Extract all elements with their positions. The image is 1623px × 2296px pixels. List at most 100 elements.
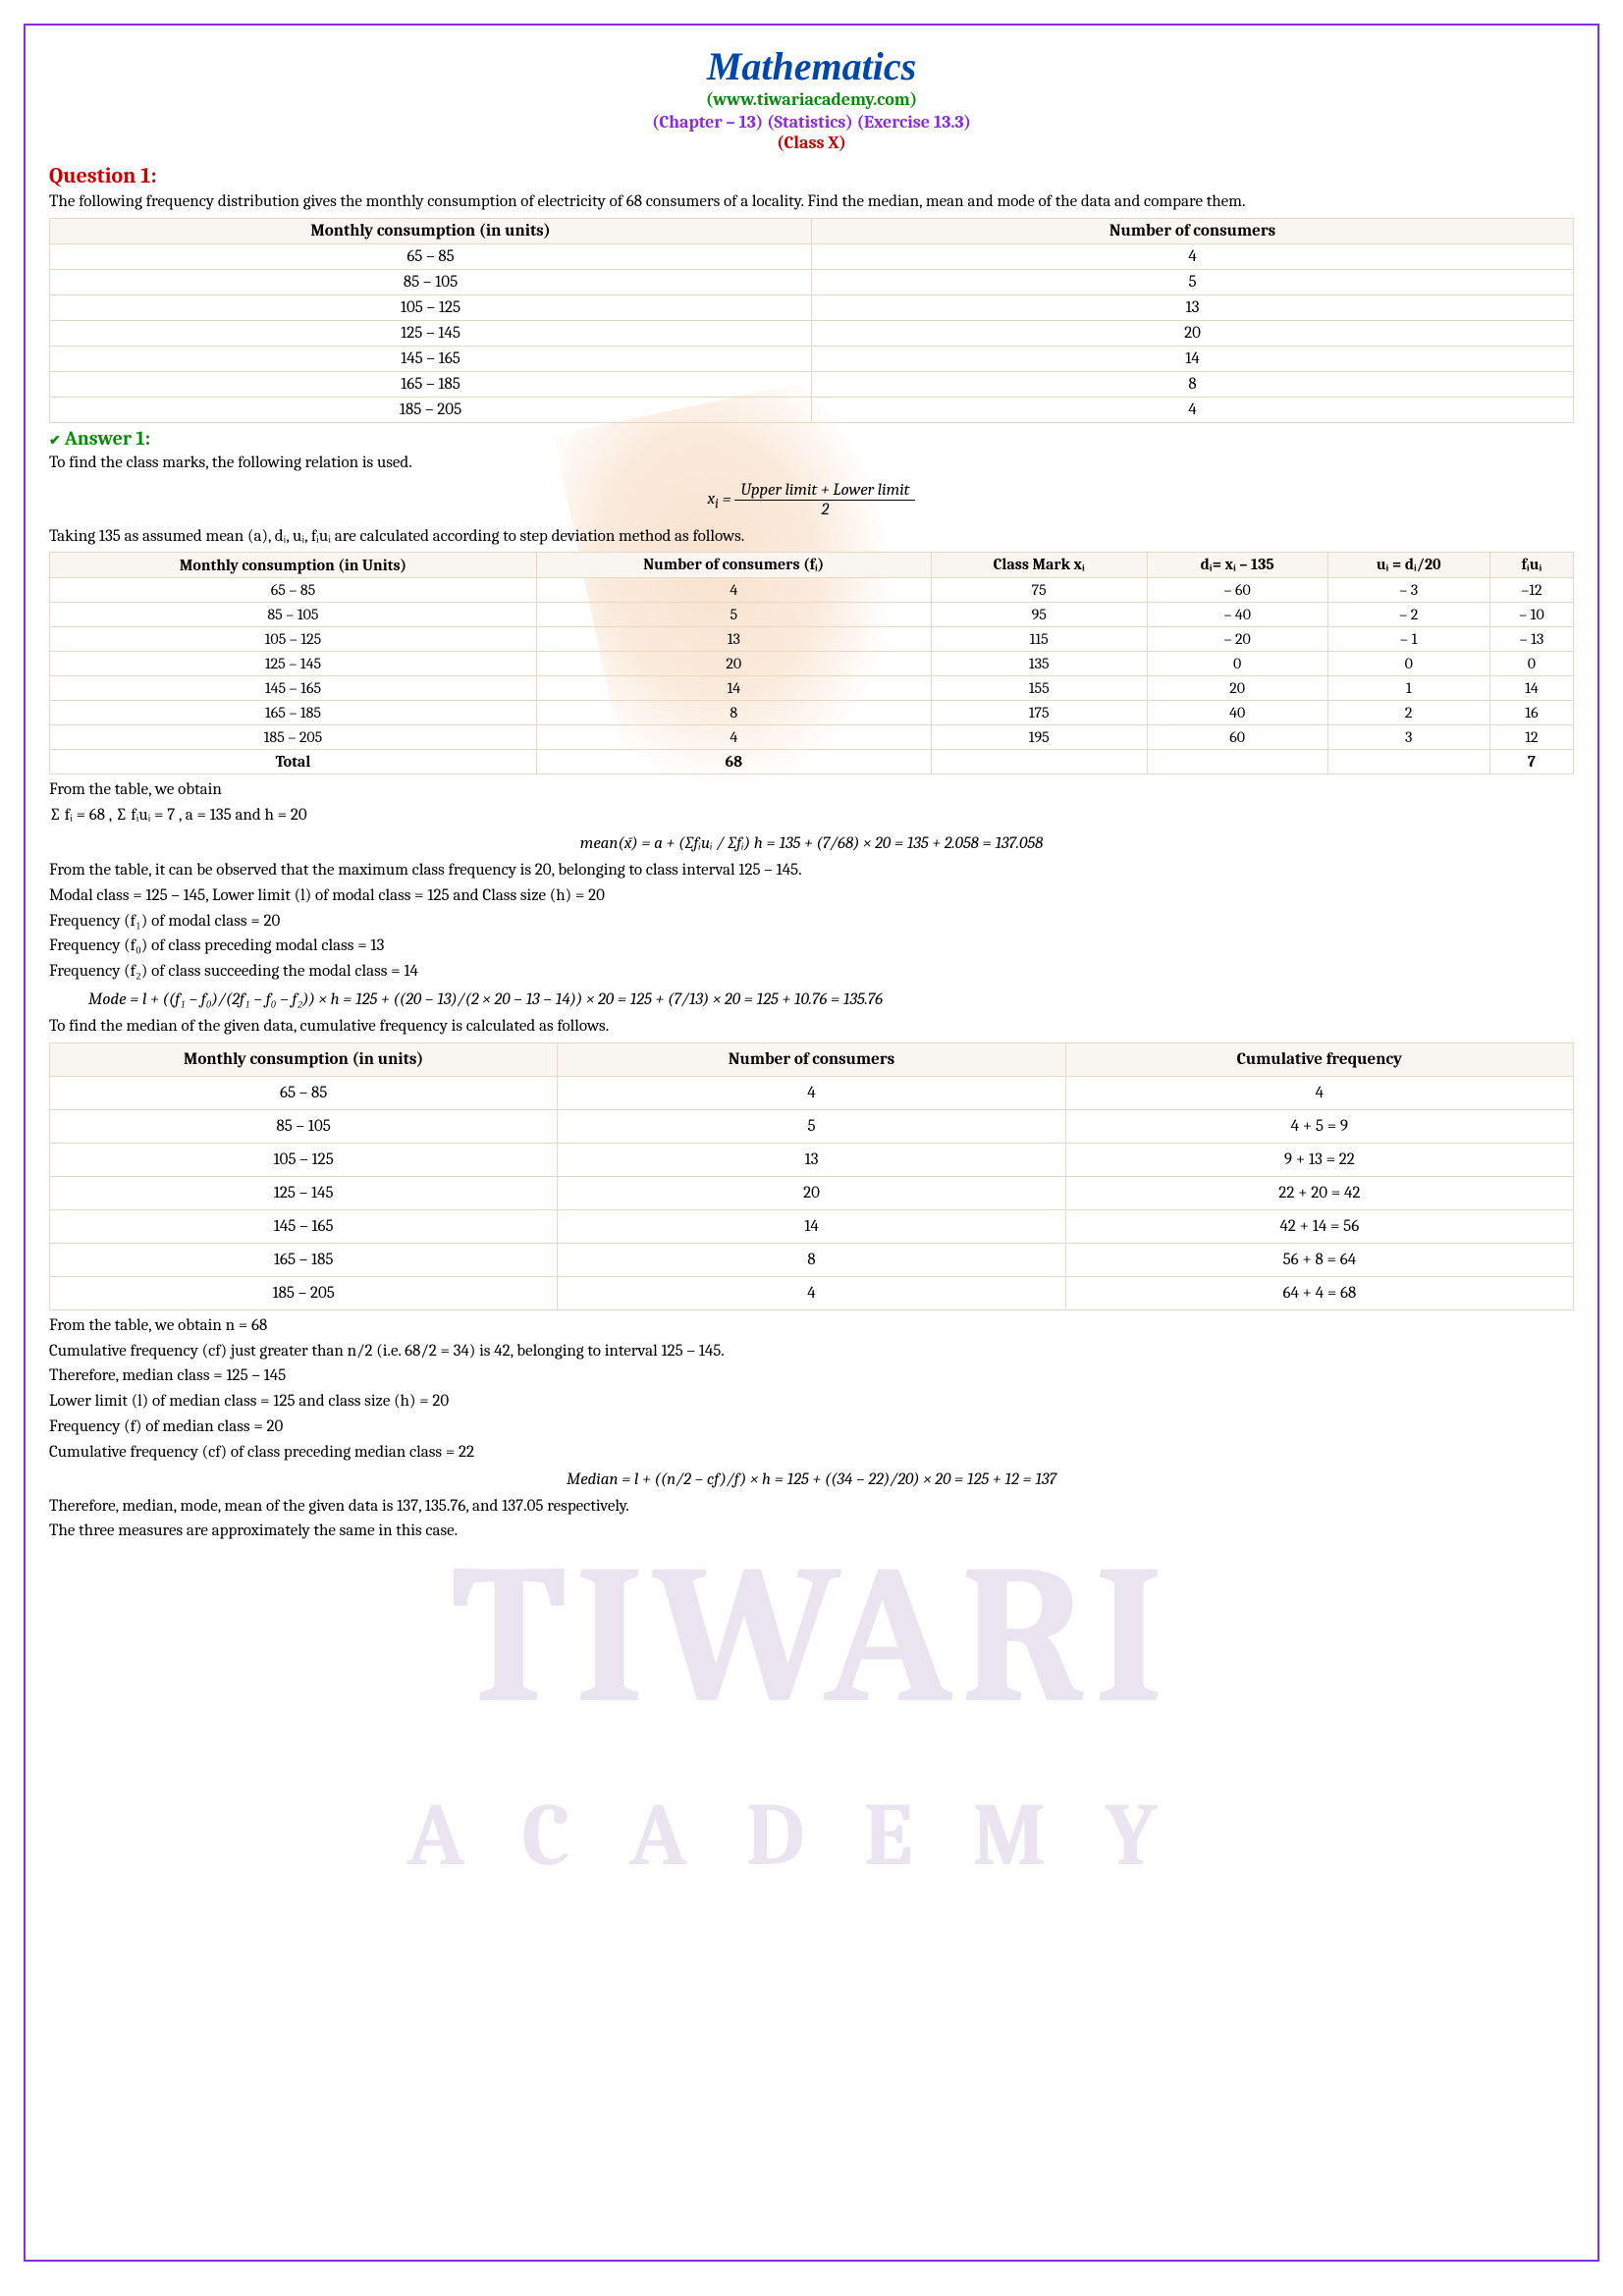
cell: 95: [931, 603, 1147, 627]
total-cell: 68: [536, 750, 931, 774]
cell: 185 – 205: [50, 397, 812, 422]
formula-mode: Mode = l + ((f₁ – f₀)/(2f₁ – f₀ – f₂)) ×…: [49, 989, 1574, 1009]
cell: 5: [812, 269, 1574, 294]
col-header: Monthly consumption (in Units): [50, 553, 537, 578]
cell: 1: [1327, 676, 1489, 701]
cell: 0: [1327, 652, 1489, 676]
cell: 0: [1147, 652, 1327, 676]
cell: 85 – 105: [50, 1109, 558, 1143]
cell: 65 – 85: [50, 1076, 558, 1109]
cell: 16: [1489, 701, 1573, 725]
watermark-sub: ACADEMY: [406, 1785, 1216, 1887]
cell: 125 – 145: [50, 320, 812, 346]
cell: 42 + 14 = 56: [1065, 1209, 1573, 1243]
median-p16: Therefore, median, mode, mean of the giv…: [49, 1495, 1574, 1519]
cell: 105 – 125: [50, 1143, 558, 1176]
page-title: Mathematics: [49, 43, 1574, 89]
calc-p3: From the table, we obtain: [49, 778, 1574, 802]
cell: 125 – 145: [50, 652, 537, 676]
cell: 13: [536, 627, 931, 652]
median-p15: Cumulative frequency (cf) of class prece…: [49, 1441, 1574, 1465]
cell: – 1: [1327, 627, 1489, 652]
col-header: fᵢuᵢ: [1489, 553, 1573, 578]
calc-p8: Frequency (f₂) of class succeeding the m…: [49, 960, 1574, 984]
cell: 13: [558, 1143, 1065, 1176]
watermark-big: TIWARI: [451, 1523, 1171, 1749]
cell: 115: [931, 627, 1147, 652]
cell: 65 – 85: [50, 243, 812, 269]
col-header: Number of consumers: [558, 1042, 1065, 1076]
formula-median: Median = l + ((n/2 – cf)/f) × h = 125 + …: [49, 1470, 1574, 1489]
cell: – 20: [1147, 627, 1327, 652]
cell: 185 – 205: [50, 725, 537, 750]
cell: 14: [812, 346, 1574, 371]
cell: – 60: [1147, 578, 1327, 603]
t1-h1: Monthly consumption (in units): [50, 218, 812, 243]
cell: 8: [536, 701, 931, 725]
table-cumulative: Monthly consumption (in units)Number of …: [49, 1042, 1574, 1310]
cell: 5: [536, 603, 931, 627]
cell: 105 – 125: [50, 294, 812, 320]
cell: 4: [536, 578, 931, 603]
cell: 4: [812, 243, 1574, 269]
cell: 4: [558, 1276, 1065, 1309]
cell: 125 – 145: [50, 1176, 558, 1209]
cell: 165 – 185: [50, 701, 537, 725]
calc-p7: Frequency (f₀) of class preceding modal …: [49, 934, 1574, 958]
formula-classmark: xi = Upper limit + Lower limit 2: [49, 481, 1574, 519]
cell: 4: [536, 725, 931, 750]
cell: 8: [812, 371, 1574, 397]
cell: 145 – 165: [50, 346, 812, 371]
cell: 165 – 185: [50, 1243, 558, 1276]
cell: 40: [1147, 701, 1327, 725]
cell: 14: [536, 676, 931, 701]
answer-label: Answer 1:: [49, 427, 1574, 450]
cell: 4 + 5 = 9: [1065, 1109, 1573, 1143]
cell: – 13: [1489, 627, 1573, 652]
cell: 56 + 8 = 64: [1065, 1243, 1573, 1276]
col-header: Class Mark xᵢ: [931, 553, 1147, 578]
cell: 195: [931, 725, 1147, 750]
calc-p5: Modal class = 125 – 145, Lower limit (l)…: [49, 884, 1574, 908]
cell: 3: [1327, 725, 1489, 750]
site-link[interactable]: (www.tiwariacademy.com): [49, 89, 1574, 110]
answer-p2: Taking 135 as assumed mean (a), dᵢ, uᵢ, …: [49, 525, 1574, 549]
median-p10: From the table, we obtain n = 68: [49, 1314, 1574, 1338]
calc-p9: To find the median of the given data, cu…: [49, 1015, 1574, 1039]
class-line: (Class X): [49, 133, 1574, 153]
question-text: The following frequency distribution giv…: [49, 190, 1574, 214]
cell: 2: [1327, 701, 1489, 725]
cell: 85 – 105: [50, 269, 812, 294]
formula-mean: mean(x̄) = a + (∑fᵢuᵢ / ∑fᵢ) h = 135 + (…: [49, 833, 1574, 853]
cell: 20: [558, 1176, 1065, 1209]
table-stepdeviation: Monthly consumption (in Units)Number of …: [49, 552, 1574, 774]
cell: 4: [558, 1076, 1065, 1109]
chapter-line: (Chapter – 13) (Statistics) (Exercise 13…: [49, 112, 1574, 133]
cell: 155: [931, 676, 1147, 701]
cell: 14: [1489, 676, 1573, 701]
formula-sums: ∑ fᵢ = 68 , ∑ fᵢuᵢ = 7 , a = 135 and h =…: [49, 804, 1574, 828]
calc-p6: Frequency (f₁) of modal class = 20: [49, 910, 1574, 934]
cell: 13: [812, 294, 1574, 320]
median-p14: Frequency (f) of median class = 20: [49, 1415, 1574, 1439]
col-header: Number of consumers (fᵢ): [536, 553, 931, 578]
cell: 8: [558, 1243, 1065, 1276]
total-cell: [931, 750, 1147, 774]
cell: – 40: [1147, 603, 1327, 627]
col-header: Cumulative frequency: [1065, 1042, 1573, 1076]
cell: 4: [812, 397, 1574, 422]
cell: – 2: [1327, 603, 1489, 627]
total-cell: [1147, 750, 1327, 774]
cell: –12: [1489, 578, 1573, 603]
cell: 145 – 165: [50, 1209, 558, 1243]
cell: 5: [558, 1109, 1065, 1143]
cell: 85 – 105: [50, 603, 537, 627]
col-header: Monthly consumption (in units): [50, 1042, 558, 1076]
cell: 20: [536, 652, 931, 676]
question-label: Question 1:: [49, 163, 1574, 188]
cell: 145 – 165: [50, 676, 537, 701]
cell: 12: [1489, 725, 1573, 750]
cell: 75: [931, 578, 1147, 603]
median-p11: Cumulative frequency (cf) just greater t…: [49, 1340, 1574, 1363]
cell: 185 – 205: [50, 1276, 558, 1309]
